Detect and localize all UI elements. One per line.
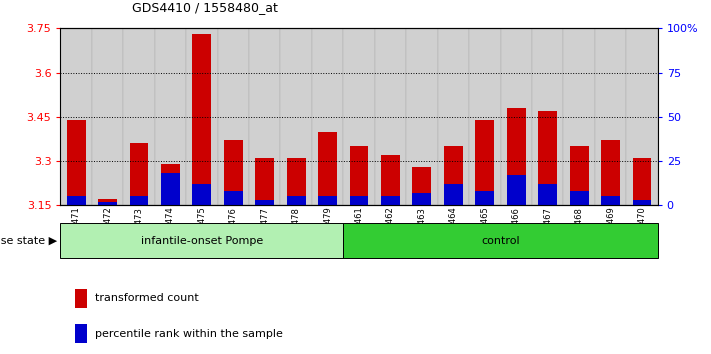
- Bar: [249, 28, 280, 205]
- Text: disease state ▶: disease state ▶: [0, 236, 57, 246]
- Text: transformed count: transformed count: [95, 293, 198, 303]
- Bar: [350, 146, 368, 205]
- Bar: [186, 28, 218, 205]
- Bar: [193, 184, 211, 205]
- Bar: [312, 28, 343, 205]
- Bar: [444, 146, 463, 205]
- Bar: [538, 184, 557, 205]
- Bar: [469, 28, 501, 205]
- Bar: [438, 28, 469, 205]
- Bar: [570, 146, 589, 205]
- Bar: [595, 28, 626, 205]
- Bar: [601, 141, 620, 205]
- Bar: [412, 193, 432, 205]
- Bar: [343, 28, 375, 205]
- Bar: [161, 173, 180, 205]
- Bar: [67, 196, 85, 205]
- Text: infantile-onset Pompe: infantile-onset Pompe: [141, 236, 263, 246]
- Bar: [501, 28, 532, 205]
- Bar: [92, 28, 123, 205]
- Bar: [224, 191, 242, 205]
- Bar: [406, 28, 438, 205]
- Bar: [507, 108, 525, 205]
- Bar: [319, 132, 337, 205]
- Bar: [538, 111, 557, 205]
- Bar: [476, 120, 494, 205]
- Bar: [343, 223, 658, 258]
- Bar: [381, 196, 400, 205]
- Bar: [60, 28, 92, 205]
- Bar: [507, 175, 525, 205]
- Bar: [626, 28, 658, 205]
- Text: control: control: [481, 236, 520, 246]
- Bar: [412, 167, 432, 205]
- Bar: [280, 28, 312, 205]
- Bar: [319, 196, 337, 205]
- Bar: [129, 143, 149, 205]
- Bar: [224, 141, 242, 205]
- Bar: [375, 28, 406, 205]
- Bar: [570, 191, 589, 205]
- Bar: [444, 184, 463, 205]
- Bar: [601, 196, 620, 205]
- Bar: [532, 28, 563, 205]
- Text: GDS4410 / 1558480_at: GDS4410 / 1558480_at: [132, 1, 277, 14]
- Bar: [476, 191, 494, 205]
- Text: percentile rank within the sample: percentile rank within the sample: [95, 329, 282, 339]
- Bar: [633, 200, 651, 205]
- Bar: [633, 158, 651, 205]
- Bar: [155, 28, 186, 205]
- Bar: [287, 158, 306, 205]
- Bar: [255, 158, 274, 205]
- Bar: [218, 28, 249, 205]
- Bar: [98, 202, 117, 205]
- Bar: [67, 120, 85, 205]
- Bar: [123, 28, 155, 205]
- Bar: [129, 196, 149, 205]
- Bar: [287, 196, 306, 205]
- Bar: [381, 155, 400, 205]
- Bar: [350, 196, 368, 205]
- Bar: [98, 199, 117, 205]
- Bar: [161, 164, 180, 205]
- Bar: [193, 34, 211, 205]
- Bar: [60, 223, 343, 258]
- Bar: [563, 28, 595, 205]
- Bar: [255, 200, 274, 205]
